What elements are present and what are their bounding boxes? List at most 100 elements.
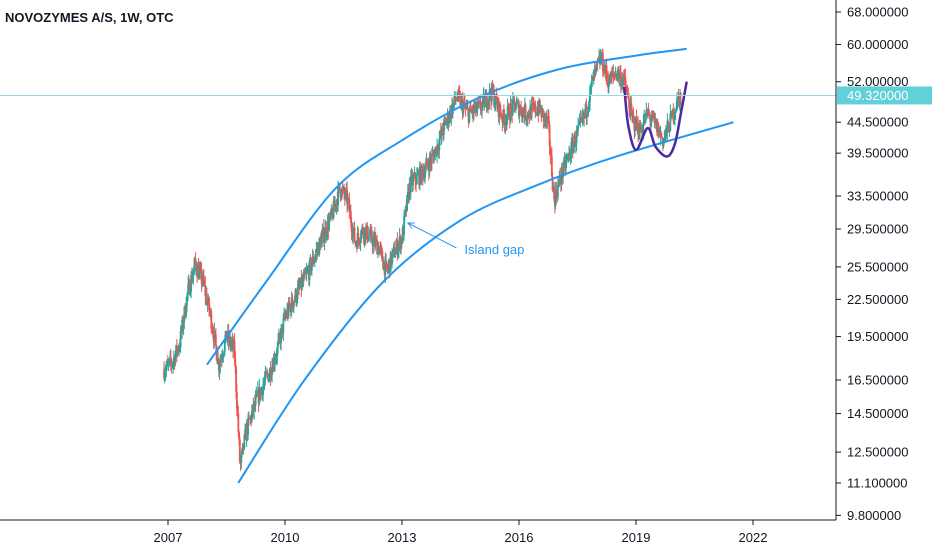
candle-body (409, 175, 412, 192)
candle-body (166, 361, 168, 367)
candle-body (164, 371, 167, 374)
candle-body (674, 111, 677, 113)
price-axis-tick-label: 9.800000 (847, 508, 901, 523)
candle-body (436, 144, 439, 150)
candle-body (190, 275, 192, 293)
time-axis-tick-label: 2022 (739, 530, 768, 545)
candle-body (337, 186, 339, 206)
candle-body (583, 113, 585, 119)
candle-body (211, 330, 214, 335)
candle-body (247, 417, 250, 419)
candle-body (250, 411, 253, 422)
candle-body (514, 107, 517, 111)
candle-body (370, 230, 373, 242)
time-axis[interactable]: 2007 2010 2013 2016 2019 2022 (154, 520, 768, 545)
candle-body (328, 220, 330, 231)
candle-body (381, 250, 384, 262)
candle-body (247, 417, 249, 435)
candle-body (403, 216, 405, 235)
candle-body (677, 96, 680, 98)
candle-body (565, 158, 568, 161)
time-axis-tick-label: 2013 (388, 530, 417, 545)
candle-body (211, 328, 213, 331)
candle-body (301, 279, 303, 289)
candle-body (631, 109, 633, 117)
candle-body (169, 357, 172, 363)
candle-body (652, 112, 654, 115)
candle-body (612, 72, 615, 75)
candle-body (346, 198, 349, 205)
candle-body (359, 238, 362, 243)
candle-body (282, 318, 285, 334)
candle-body (321, 231, 324, 237)
candle-body (414, 173, 417, 182)
price-axis-tick-label: 16.500000 (847, 372, 908, 387)
candle-body (288, 302, 291, 307)
candle-body (574, 135, 576, 147)
price-axis[interactable]: 68.000000 60.000000 52.000000 44.500000 39.5… (836, 5, 908, 523)
candle-body (412, 177, 414, 186)
candle-body (590, 81, 593, 86)
candle-body (637, 122, 639, 135)
candle-body (518, 110, 521, 117)
candle-body (457, 90, 460, 94)
candle-body (500, 117, 503, 119)
candle-body (577, 125, 579, 131)
candle-body (514, 103, 516, 111)
candle-body (295, 290, 297, 302)
candle-body (259, 388, 262, 398)
candle-body (214, 330, 216, 335)
price-axis-tick-label: 22.500000 (847, 292, 908, 307)
candle-body (193, 265, 195, 272)
candle-body (433, 151, 436, 161)
candle-body (298, 284, 300, 287)
candle-body (622, 79, 624, 86)
candle-body (555, 189, 558, 196)
candle-body (628, 99, 630, 109)
candle-body (654, 118, 657, 122)
candle-body (361, 226, 364, 233)
candle-body (509, 103, 512, 121)
candle-body (184, 306, 186, 317)
candle-body (646, 110, 649, 116)
candle-body (479, 101, 482, 110)
candle-body (454, 99, 457, 101)
candle-body (567, 153, 570, 157)
candle-body (641, 131, 644, 133)
candle-body (185, 297, 188, 312)
candlestick-series (163, 48, 682, 472)
candle-body (619, 72, 622, 86)
price-axis-tick-label: 52.000000 (847, 74, 908, 89)
candle-body (314, 253, 317, 259)
candle-body (214, 334, 217, 346)
candle-body (648, 112, 651, 116)
candle-body (458, 93, 461, 96)
candle-body (499, 112, 502, 118)
candle-body (618, 74, 621, 79)
candle-body (275, 356, 278, 358)
candle-body (280, 328, 282, 344)
candle-body (586, 111, 589, 113)
candle-body (174, 354, 177, 365)
candle-body (442, 121, 445, 135)
candle-body (541, 108, 543, 118)
double-bottom-drawing (623, 81, 688, 158)
candle-body (445, 120, 448, 126)
island-gap-label: Island gap (464, 242, 524, 257)
candle-body (208, 310, 211, 313)
candle-body (495, 94, 498, 100)
candle-body (367, 235, 370, 241)
candle-body (166, 361, 169, 363)
candle-body (296, 287, 299, 299)
candle-body (167, 362, 170, 364)
candle-body (370, 229, 372, 231)
price-axis-tick-label: 33.500000 (847, 188, 908, 203)
candle-body (550, 155, 553, 177)
candle-body (605, 65, 608, 77)
candle-body (391, 254, 393, 265)
candle-body (319, 238, 321, 240)
last-price-tag-bg (837, 86, 932, 105)
candle-body (229, 344, 232, 346)
